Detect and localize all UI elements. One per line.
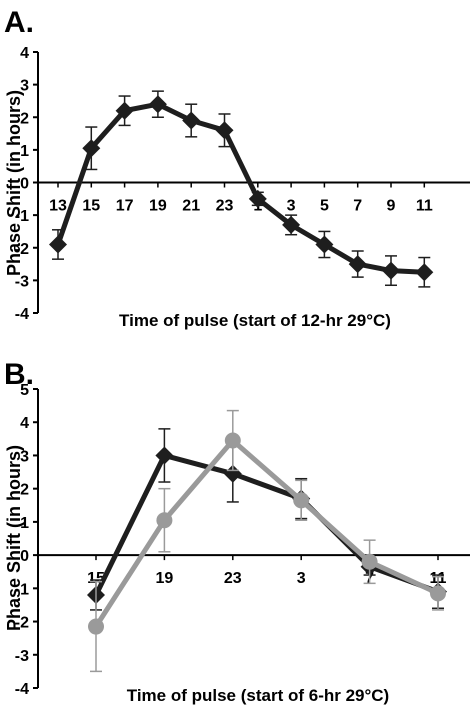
panel-b-y-tick-label: 4 [20,415,29,432]
panel-b-data-point [88,618,104,635]
panel-b-data-point [223,464,242,483]
panel-a-data-point [215,121,234,140]
panel-a-y-tick-label: 4 [20,45,29,62]
panel-b-y-tick-label: 3 [20,448,29,465]
panel-a-y-tick-label: -2 [15,241,29,258]
panel-b-y-tick-label: 2 [20,482,29,499]
panel-b-y-tick-label: 1 [20,515,29,532]
panel-b-x-tick-label: 19 [156,570,174,587]
panel-a-y-tick-label: 1 [20,143,29,160]
panel-b-y-tick-label: -1 [15,581,29,598]
panel-a-x-tick-label: 7 [353,198,362,215]
panel-a-data-point [248,189,267,208]
panel-b-x-tick-label: 23 [224,570,242,587]
panel-a-x-tick-label: 23 [216,198,234,215]
panel-a-y-tick-label: 0 [20,176,29,193]
panel-b-x-tick-label: 3 [297,570,306,587]
panel-a-x-tick-label: 19 [149,198,167,215]
panel-b-series-2-line [93,438,440,628]
panel-b: B. Phase Shift (in hours) Time of pulse … [4,358,470,705]
panel-a-x-tick-label: 13 [49,198,67,215]
panel-a-series-1-line [55,101,425,275]
panel-b-label: B. [4,358,34,391]
panel-a-series-1 [49,90,434,288]
panel-b-data-point [293,492,310,509]
panel-a-y-tick-label: 3 [20,78,29,95]
panel-b-y-tick-label: -4 [15,681,29,698]
panel-a-data-point [148,95,167,114]
panel-a-data-point [348,255,367,274]
panel-b-data-point [224,432,241,449]
panel-a-data-point [82,139,101,158]
panel-a-x-tick-label: 5 [320,198,329,215]
panel-a-data-point [182,111,201,130]
panel-b-series-1-line [93,452,439,597]
panel-b-x-axis-label: Time of pulse (start of 6-hr 29°C) [127,686,389,705]
panel-a-x-tick-label: 11 [416,198,433,215]
panel-a-x-axis-label: Time of pulse (start of 12-hr 29°C) [119,311,391,330]
panel-b-series-1 [87,428,447,611]
panel-b-y-axis-label: Phase Shift (in hours) [4,445,24,631]
panel-a-data-point [415,263,434,282]
panel-a-y-tick-label: -4 [15,306,29,323]
panel-a-x-tick-label: 9 [387,198,396,215]
panel-a-x-tick-label: 3 [287,198,296,215]
panel-a-data-point [115,101,134,120]
panel-b-data-point [155,446,174,465]
panel-b-data-point [156,512,173,529]
panel-a-y-tick-label: -3 [15,273,29,290]
panel-a-y-tick-label: 2 [20,110,29,127]
panel-b-series-2 [88,409,446,673]
panel-b-y-tick-label: 0 [20,548,29,565]
panel-b-y-tick-label: 5 [20,382,29,399]
panel-a-label: A. [4,6,34,39]
panel-a-x-tick-label: 21 [182,198,200,215]
panel-a-data-point [315,235,334,254]
panel-a-data-point [49,235,67,254]
panel-a-x-tick-label: 17 [116,198,134,215]
panel-b-data-point [430,585,446,602]
panel-a-data-point [282,215,301,234]
panel-a-data-point [382,261,400,280]
panel-a-y-axis-label: Phase Shift (in hours) [4,90,24,276]
panel-b-y-tick-label: -2 [15,615,29,632]
panel-a-y-tick-label: -1 [15,208,29,225]
panel-b-y-tick-label: -3 [15,648,29,665]
panel-a-x-tick-label: 15 [82,198,100,215]
panel-a: A. Phase Shift (in hours) Time of pulse … [4,6,470,330]
panel-b-data-point [361,553,378,570]
